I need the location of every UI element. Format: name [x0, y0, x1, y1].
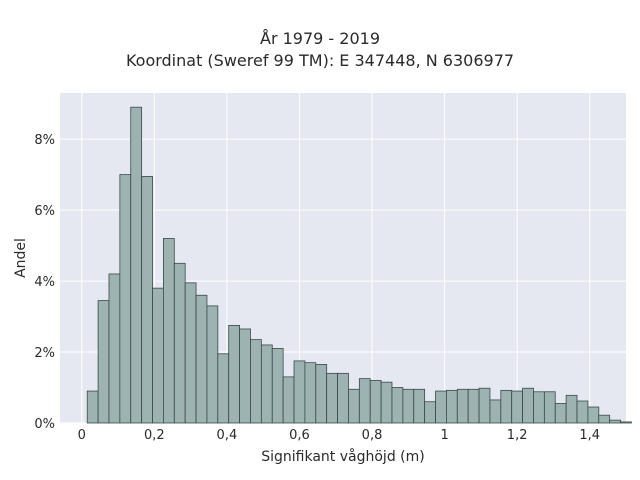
histogram-bar: [206, 305, 219, 424]
histogram-bar: [598, 414, 611, 424]
histogram-bar: [565, 394, 578, 424]
x-tick-label: 0,2: [144, 428, 165, 443]
histogram-bar: [533, 391, 545, 424]
histogram-bar: [293, 360, 306, 424]
x-tick-label: 1,2: [507, 428, 528, 443]
histogram-bar: [217, 353, 230, 424]
histogram-bar: [380, 381, 393, 424]
x-tick-label: 1: [440, 428, 448, 443]
histogram-bar: [173, 262, 186, 424]
x-tick-label: 0,6: [289, 428, 310, 443]
y-tick-labels: 0% 2% 4% 6% 8%: [34, 133, 55, 432]
histogram-bar: [163, 238, 175, 424]
histogram-bar: [195, 294, 208, 424]
histogram-bar: [402, 388, 415, 424]
histogram-bar: [435, 390, 447, 424]
histogram-bar: [184, 282, 197, 424]
histogram-bar: [358, 378, 371, 424]
histogram-bar: [522, 387, 534, 424]
histogram-bar: [369, 380, 382, 424]
histogram-bar: [130, 106, 143, 424]
histogram-bar: [413, 388, 426, 424]
histogram-bar: [456, 388, 469, 424]
histogram-bar: [119, 174, 132, 424]
y-tick-label: 4%: [34, 275, 55, 290]
histogram-bar: [271, 348, 284, 424]
histogram-bar: [587, 406, 600, 424]
x-tick-label: 0,4: [217, 428, 238, 443]
histogram-bar: [97, 300, 110, 424]
histogram-bar: [446, 389, 458, 424]
histogram-bar: [250, 339, 262, 424]
histogram-bar: [511, 390, 523, 424]
histogram-bar: [86, 390, 99, 424]
histogram-bar: [304, 362, 317, 424]
y-tick-label: 6%: [34, 204, 55, 219]
histogram-bar: [337, 372, 349, 424]
y-tick-label: 8%: [34, 133, 55, 148]
chart-title: År 1979 - 2019: [260, 29, 380, 48]
histogram-bar: [424, 401, 436, 424]
histogram-bar: [576, 400, 589, 424]
histogram-bar: [489, 399, 502, 424]
x-tick-label: 0: [78, 428, 86, 443]
histogram-bar: [282, 376, 295, 424]
histogram-bar: [620, 421, 632, 424]
histogram-bar: [609, 419, 621, 424]
chart-subtitle: Koordinat (Sweref 99 TM): E 347448, N 63…: [125, 51, 515, 70]
histogram-bar: [554, 403, 567, 424]
histogram-bar: [478, 387, 491, 424]
x-tick-labels: 0 0,2 0,4 0,6 0,8 1 1,2 1,4: [78, 428, 600, 443]
histogram-bar: [228, 325, 240, 424]
bars: [86, 106, 632, 424]
x-tick-label: 0,8: [362, 428, 383, 443]
histogram-bar: [141, 175, 153, 424]
y-tick-label: 2%: [34, 346, 55, 361]
y-axis-label: Andel: [13, 238, 29, 278]
histogram-bar: [543, 391, 556, 424]
y-tick-label: 0%: [34, 417, 55, 432]
histogram-bar: [108, 273, 121, 424]
histogram-bar: [391, 387, 404, 424]
histogram-bar: [239, 328, 251, 424]
x-tick-label: 1,4: [579, 428, 600, 443]
x-axis-label: Signifikant våghöjd (m): [261, 448, 424, 465]
histogram-bar: [467, 388, 480, 424]
histogram-bar: [260, 344, 273, 424]
histogram-bar: [500, 389, 513, 424]
histogram-bar: [348, 388, 360, 424]
histogram-bar: [315, 364, 328, 424]
histogram-bar: [326, 372, 338, 424]
histogram-bar: [152, 287, 164, 424]
